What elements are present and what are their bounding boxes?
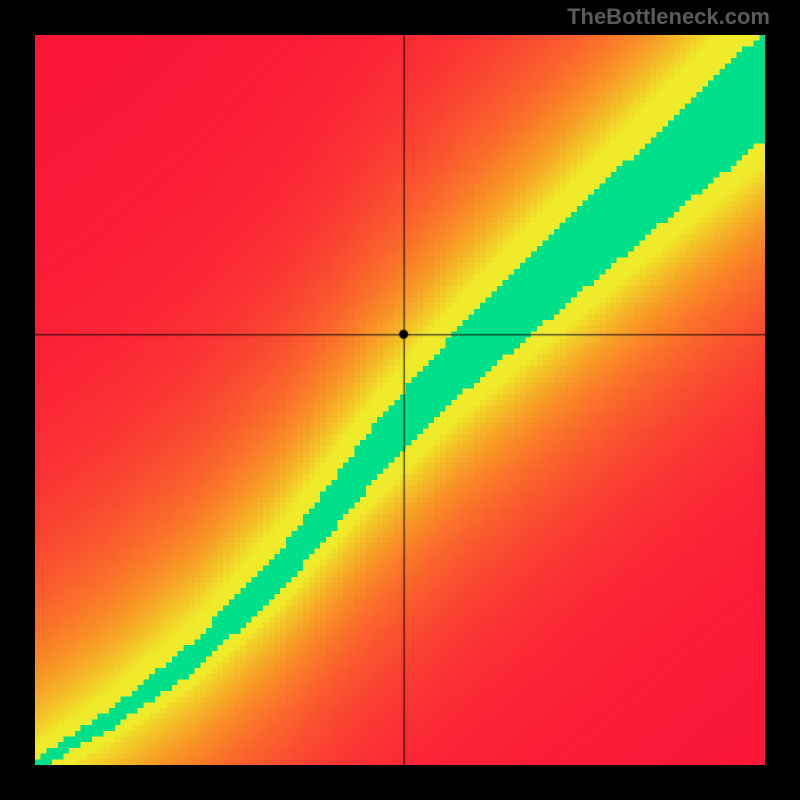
crosshair-overlay	[35, 35, 765, 765]
watermark-text: TheBottleneck.com	[567, 4, 770, 30]
